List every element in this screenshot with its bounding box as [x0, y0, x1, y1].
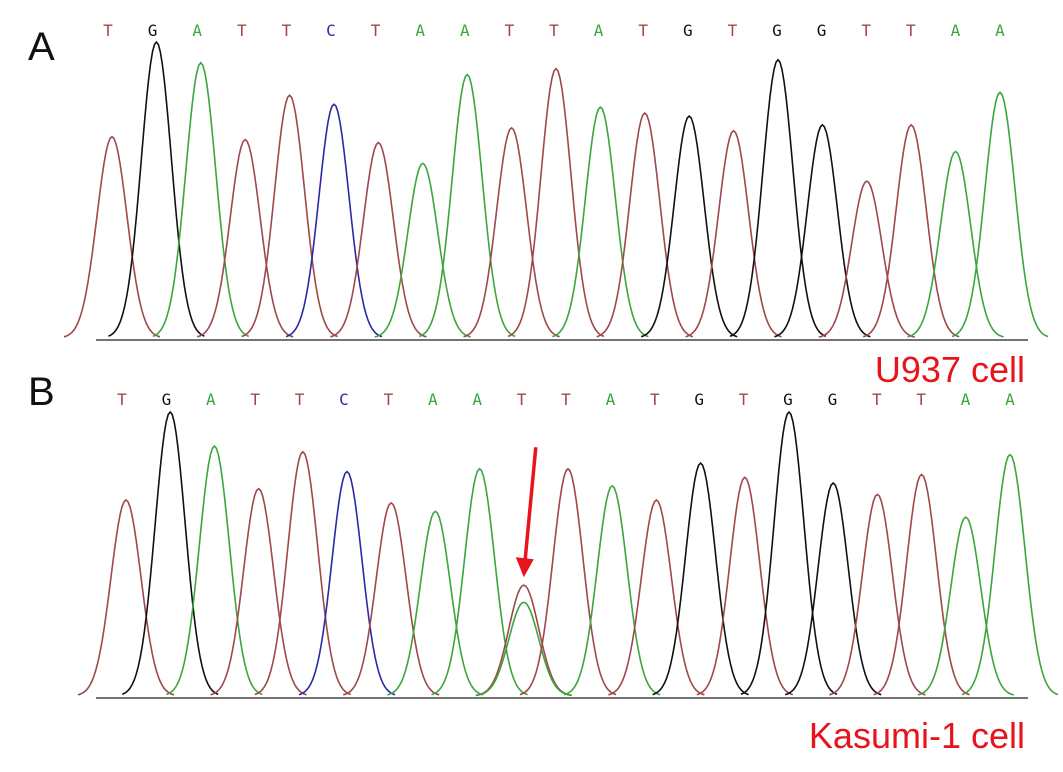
trace-peak-t [241, 94, 338, 338]
trace-peak-a [951, 91, 1049, 338]
base-call-t: T [549, 21, 559, 40]
trace-peak-a [917, 516, 1014, 696]
trace-peak-a [552, 105, 649, 338]
trace-peak-t [519, 467, 617, 696]
base-call-t: T [384, 390, 394, 409]
trace-peak-t [63, 135, 161, 338]
trace-peak-a [152, 61, 250, 338]
trace-peak-a-secondary [475, 601, 572, 697]
base-call-g: G [694, 390, 704, 409]
base-call-t: T [739, 390, 749, 409]
trace-peak-g [774, 123, 871, 338]
base-call-t: T [295, 390, 305, 409]
trace-peak-t [475, 584, 572, 697]
trace-peak-t [210, 487, 307, 696]
base-call-a: A [594, 21, 604, 40]
trace-peak-t [873, 473, 970, 696]
base-call-t: T [505, 21, 515, 40]
base-call-c: C [339, 390, 349, 409]
base-call-g: G [683, 21, 693, 40]
base-call-g: G [148, 21, 158, 40]
base-call-g: G [817, 21, 827, 40]
base-call-t: T [872, 390, 882, 409]
base-call-t: T [371, 21, 381, 40]
trace-peak-g [640, 114, 738, 338]
base-call-t: T [561, 390, 571, 409]
base-call-t: T [250, 390, 260, 409]
trace-peak-a [387, 510, 484, 696]
cell-label-b: Kasumi-1 cell [809, 715, 1025, 756]
base-call-t: T [103, 21, 113, 40]
trace-peak-a [563, 484, 661, 696]
trace-peak-t [330, 141, 427, 338]
trace-peak-t [342, 501, 440, 696]
base-call-a: A [206, 390, 216, 409]
trace-peak-g [784, 481, 882, 696]
trace-peak-a [431, 467, 528, 696]
base-call-a: A [472, 390, 482, 409]
base-call-g: G [772, 21, 782, 40]
trace-peak-a [961, 453, 1059, 696]
trace-peak-t [196, 138, 294, 338]
trace-peak-g [121, 410, 219, 696]
trace-peak-t [696, 476, 794, 696]
trace-peak-g [652, 461, 749, 696]
base-call-a: A [460, 21, 470, 40]
chromatogram-traces-a [63, 40, 1049, 338]
chromatogram-traces-b [77, 410, 1059, 697]
trace-peak-t [862, 123, 960, 338]
base-call-g: G [162, 390, 172, 409]
trace-peak-t [829, 493, 926, 696]
panel-letter-a: A [28, 25, 55, 69]
trace-peak-a [374, 162, 472, 338]
arrow-shaft [523, 447, 538, 564]
base-call-a: A [951, 21, 961, 40]
base-call-a: A [428, 390, 438, 409]
trace-peak-t [608, 498, 705, 696]
base-call-a: A [995, 21, 1005, 40]
trace-peak-a [907, 150, 1004, 338]
trace-peak-c [285, 103, 383, 338]
base-call-t: T [282, 21, 292, 40]
trace-peak-t [685, 129, 782, 338]
base-call-t: T [861, 21, 871, 40]
base-call-t: T [638, 21, 648, 40]
trace-peak-t [507, 67, 605, 338]
base-call-t: T [906, 21, 916, 40]
mutation-arrow [515, 447, 538, 578]
trace-peak-g [740, 410, 838, 696]
trace-peak-a [418, 73, 516, 338]
base-call-t: T [650, 390, 660, 409]
base-call-g: G [828, 390, 838, 409]
trace-peak-t [463, 126, 560, 338]
trace-peak-c [298, 470, 396, 696]
base-call-a: A [415, 21, 425, 40]
trace-peak-t [596, 111, 694, 338]
base-call-t: T [916, 390, 926, 409]
panel-letter-b: B [28, 370, 55, 414]
trace-peak-t [77, 498, 175, 696]
base-call-a: A [606, 390, 616, 409]
base-call-t: T [237, 21, 247, 40]
trace-peak-g [729, 58, 827, 338]
base-call-a: A [961, 390, 971, 409]
trace-peak-g [108, 40, 205, 337]
base-call-t: T [117, 390, 127, 409]
base-call-c: C [326, 21, 336, 40]
trace-peak-t [254, 450, 352, 696]
cell-label-a: U937 cell [875, 349, 1025, 390]
base-call-g: G [783, 390, 793, 409]
panel-a: A T G A T T C T A A T T A T G T G G T T A A U937 cell [28, 21, 1049, 390]
base-call-a: A [1005, 390, 1015, 409]
base-call-t: T [728, 21, 738, 40]
base-call-t: T [517, 390, 527, 409]
base-call-a: A [192, 21, 202, 40]
trace-peak-t [818, 180, 915, 338]
panel-b: B T G A T T C T A A T T A T G T G G T T A A Kasumi-1 cell [28, 370, 1059, 756]
trace-peak-a [166, 444, 263, 696]
arrow-head [515, 557, 534, 578]
